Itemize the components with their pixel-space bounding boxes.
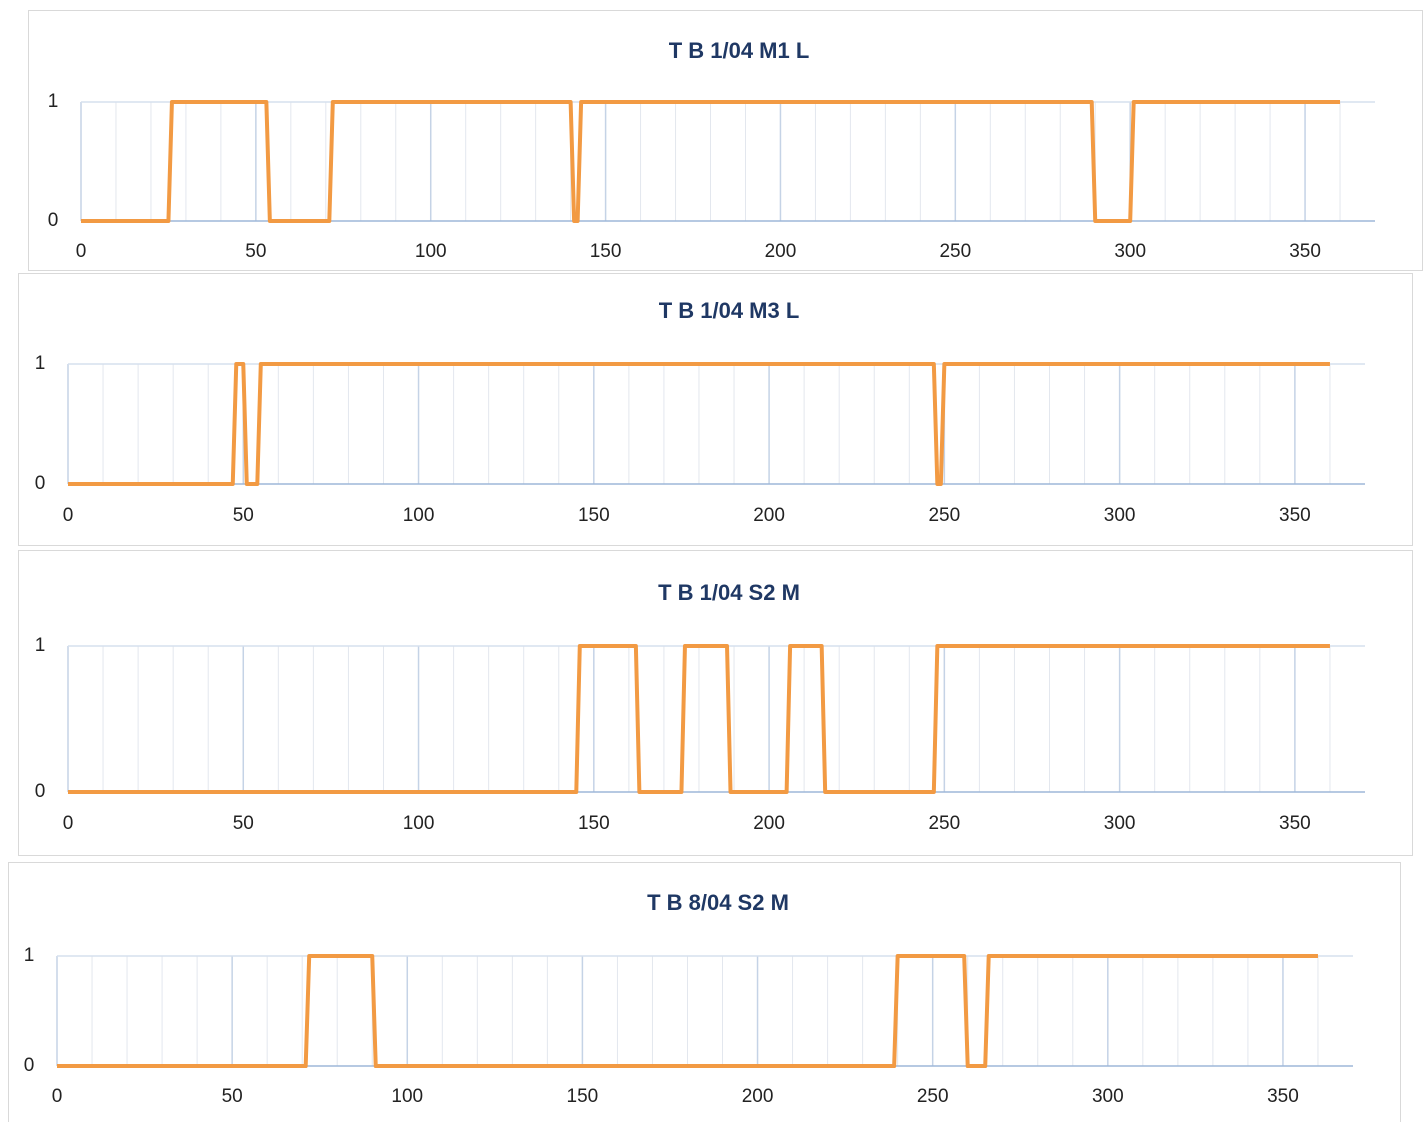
x-tick-label: 250	[928, 505, 960, 526]
y-tick-label: 1	[24, 945, 35, 966]
y-tick-label: 0	[24, 1055, 35, 1076]
x-tick-label: 0	[76, 241, 87, 262]
x-tick-label: 200	[765, 241, 797, 262]
x-tick-label: 150	[567, 1086, 599, 1107]
x-tick-label: 350	[1267, 1086, 1299, 1107]
y-tick-label: 0	[35, 781, 46, 802]
x-tick-label: 300	[1104, 813, 1136, 834]
x-tick-label: 250	[939, 241, 971, 262]
x-tick-label: 200	[753, 813, 785, 834]
chart-frame	[8, 862, 1401, 1122]
x-tick-label: 150	[590, 241, 622, 262]
chart-frame	[18, 273, 1413, 546]
x-tick-label: 100	[391, 1086, 423, 1107]
x-tick-label: 50	[245, 241, 266, 262]
data-line	[81, 100, 1341, 223]
x-tick-label: 300	[1114, 241, 1146, 262]
chart-title: T B 1/04 M1 L	[669, 38, 810, 63]
x-tick-label: 350	[1279, 813, 1311, 834]
y-tick-label: 0	[48, 210, 59, 231]
x-tick-label: 100	[415, 241, 447, 262]
x-tick-label: 100	[403, 505, 435, 526]
data-line	[57, 954, 1318, 1068]
chart-title: T B 1/04 S2 M	[658, 580, 800, 605]
x-tick-label: 0	[52, 1086, 63, 1107]
x-tick-label: 350	[1289, 241, 1321, 262]
x-tick-label: 250	[928, 813, 960, 834]
data-line	[68, 644, 1330, 794]
x-tick-label: 50	[233, 813, 254, 834]
data-line	[68, 362, 1330, 486]
chart-frame	[28, 10, 1423, 271]
y-tick-label: 1	[48, 91, 59, 112]
x-tick-label: 350	[1279, 505, 1311, 526]
x-tick-label: 300	[1104, 505, 1136, 526]
x-tick-label: 0	[63, 505, 74, 526]
x-tick-label: 0	[63, 813, 74, 834]
x-tick-label: 150	[578, 813, 610, 834]
x-tick-label: 100	[403, 813, 435, 834]
y-tick-label: 1	[35, 353, 46, 374]
x-tick-label: 200	[753, 505, 785, 526]
chart-frame	[18, 550, 1413, 856]
chart-title: T B 8/04 S2 M	[647, 890, 789, 915]
x-tick-label: 50	[233, 505, 254, 526]
x-tick-label: 150	[578, 505, 610, 526]
x-tick-label: 250	[917, 1086, 949, 1107]
x-tick-label: 300	[1092, 1086, 1124, 1107]
x-tick-label: 50	[222, 1086, 243, 1107]
x-tick-label: 200	[742, 1086, 774, 1107]
y-tick-label: 0	[35, 473, 46, 494]
chart-title: T B 1/04 M3 L	[659, 298, 800, 323]
y-tick-label: 1	[35, 635, 46, 656]
